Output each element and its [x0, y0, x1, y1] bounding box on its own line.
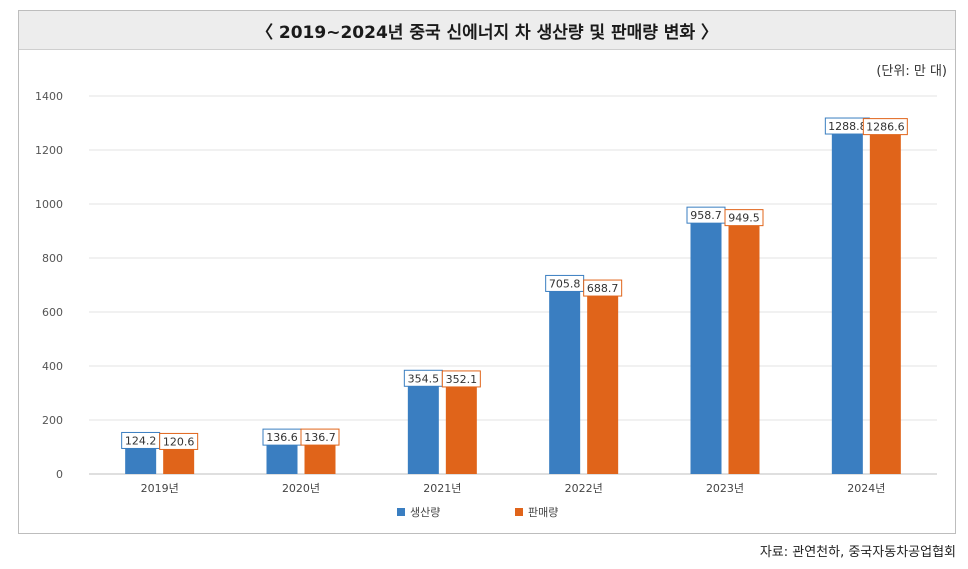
bar-production [831, 126, 863, 475]
data-label: 688.7 [587, 282, 619, 295]
legend-label: 생산량 [410, 506, 440, 519]
x-tick-label: 2024년 [847, 482, 885, 495]
x-tick-label: 2023년 [706, 482, 744, 495]
data-label: 1288.8 [828, 120, 867, 133]
legend-swatch [515, 508, 523, 516]
data-label: 124.2 [125, 434, 157, 447]
data-label-box [441, 370, 481, 388]
data-label: 958.7 [690, 209, 722, 222]
data-label: 1286.6 [866, 121, 905, 134]
data-label: 120.6 [163, 435, 195, 448]
data-label: 949.5 [728, 212, 760, 225]
y-tick-label: 800 [42, 252, 63, 265]
unit-label: (단위: 만 대) [876, 64, 947, 79]
data-label-box [583, 279, 623, 297]
legend-label: 판매량 [528, 506, 558, 519]
legend-swatch [397, 508, 405, 516]
bar-sales [445, 378, 477, 474]
x-tick-label: 2019년 [141, 482, 179, 495]
bar-sales [587, 288, 619, 474]
y-tick-label: 0 [56, 468, 63, 481]
data-label-box [724, 209, 764, 227]
y-tick-label: 400 [42, 360, 63, 373]
bar-chart: 0 200 400 600 800 1000 1200 1400 2019년 124.2 120.6… [35, 90, 937, 519]
data-label-box [300, 428, 340, 446]
y-tick-label: 200 [42, 414, 63, 427]
bar-production [549, 283, 581, 474]
x-tick-label: 2022년 [565, 482, 603, 495]
x-tick-label: 2020년 [282, 482, 320, 495]
y-tick-label: 1000 [35, 198, 63, 211]
data-label-box [159, 432, 199, 450]
data-label-box [862, 118, 908, 136]
x-tick-label: 2021년 [423, 482, 461, 495]
y-tick-label: 1200 [35, 144, 63, 157]
data-label: 354.5 [408, 372, 440, 385]
bar-production [690, 215, 722, 474]
data-label: 705.8 [549, 277, 581, 290]
data-label: 136.6 [266, 431, 298, 444]
data-label: 136.7 [304, 431, 336, 444]
data-label: 352.1 [446, 373, 478, 386]
source-note: 자료: 관연천하, 중국자동차공업협회 [759, 545, 956, 560]
chart-frame: 〈 2019~2024년 중국 신에너지 차 생산량 및 판매량 변화 〉 (단… [18, 10, 956, 534]
bar-production [407, 378, 439, 474]
chart-title: 〈 2019~2024년 중국 신에너지 차 생산량 및 판매량 변화 〉 [19, 11, 955, 50]
y-tick-label: 600 [42, 306, 63, 319]
y-tick-label: 1400 [35, 90, 63, 103]
bar-sales [728, 217, 760, 474]
bar-sales [869, 126, 901, 475]
